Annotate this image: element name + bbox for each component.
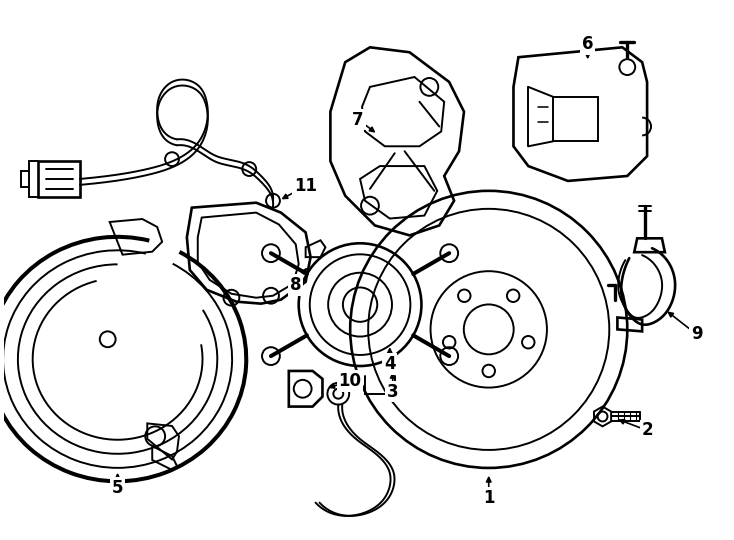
Text: 8: 8 [290, 276, 302, 294]
Text: 2: 2 [642, 421, 653, 440]
Text: 5: 5 [112, 479, 123, 497]
Text: 6: 6 [582, 35, 594, 53]
Text: 10: 10 [338, 372, 362, 390]
Text: 4: 4 [384, 355, 396, 373]
Text: 3: 3 [387, 383, 399, 401]
Text: 11: 11 [294, 177, 317, 195]
Text: 9: 9 [691, 325, 702, 343]
Text: 1: 1 [483, 489, 495, 507]
Text: 7: 7 [352, 111, 364, 129]
